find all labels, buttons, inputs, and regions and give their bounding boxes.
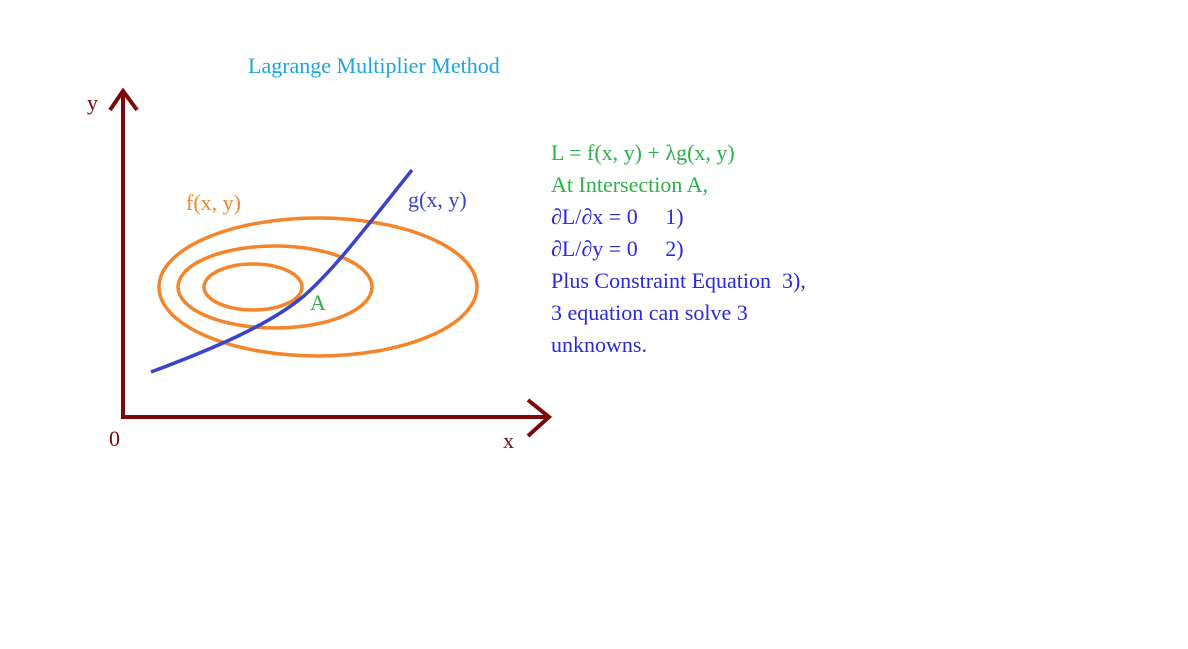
equation-line: ∂L/∂x = 0 1) xyxy=(551,204,684,229)
contour-outer xyxy=(157,216,479,358)
equation-line: Plus Constraint Equation 3), xyxy=(551,268,806,293)
x-axis-arrowhead xyxy=(526,398,553,438)
y-axis-arrowhead xyxy=(108,87,139,112)
g-label: g(x, y) xyxy=(408,187,467,212)
equation-line: 3 equation can solve 3 xyxy=(551,300,748,325)
contour-inner xyxy=(202,262,304,312)
constraint-curve-g xyxy=(150,168,414,374)
origin-label: 0 xyxy=(109,426,120,451)
equation-line: L = f(x, y) + λg(x, y) xyxy=(551,140,735,165)
equation-line: ∂L/∂y = 0 2) xyxy=(551,236,684,261)
equation-line: unknowns. xyxy=(551,332,647,357)
contour-middle xyxy=(176,244,374,330)
diagram-title: Lagrange Multiplier Method xyxy=(248,53,500,78)
y-axis-label: y xyxy=(87,90,98,115)
point-a-label: A xyxy=(310,290,326,315)
equation-line: At Intersection A, xyxy=(551,172,709,197)
axes xyxy=(108,87,553,438)
x-axis-label: x xyxy=(503,428,514,453)
contours-f xyxy=(157,216,479,358)
f-label: f(x, y) xyxy=(186,190,241,215)
equations-block: L = f(x, y) + λg(x, y) At Intersection A… xyxy=(551,140,806,364)
